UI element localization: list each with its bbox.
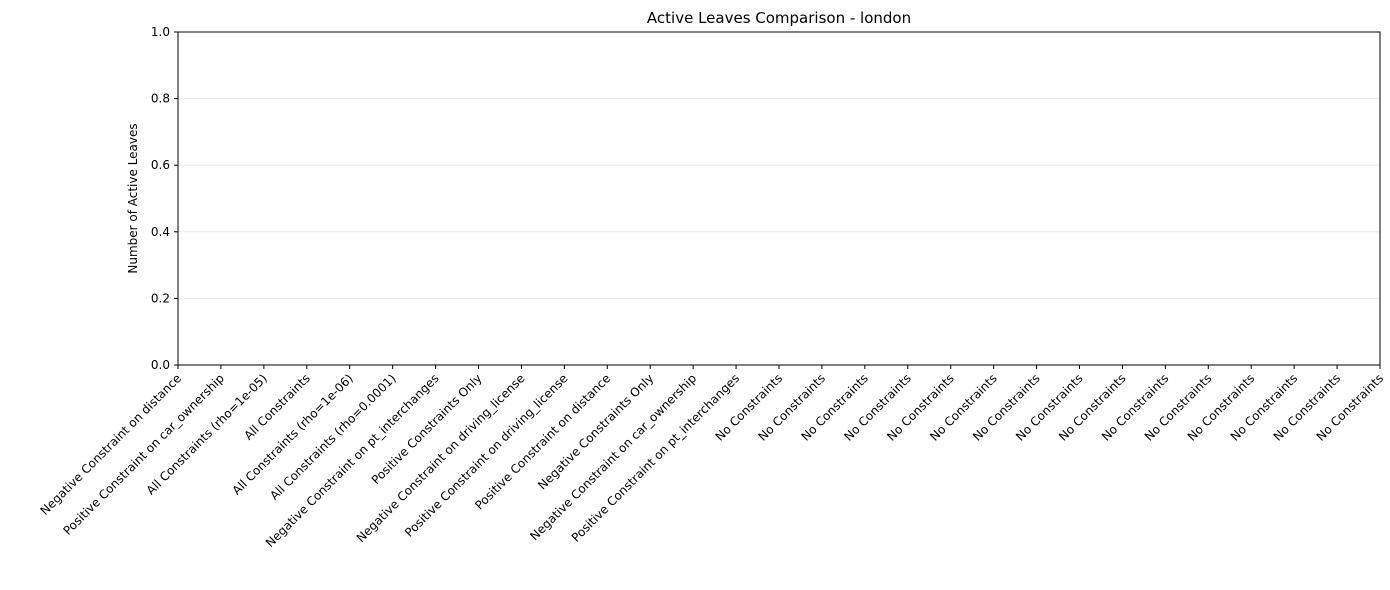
y-tick-label: 0.0: [151, 358, 170, 372]
y-tick-label: 0.6: [151, 158, 170, 172]
y-axis-ticks: 0.0 0.2 0.4 0.6 0.8 1.0: [151, 25, 178, 372]
y-axis-label: Number of Active Leaves: [126, 123, 140, 273]
y-tick-label: 1.0: [151, 25, 170, 39]
y-tick-label: 0.4: [151, 225, 170, 239]
y-tick-label: 0.2: [151, 291, 170, 305]
grid-lines: [178, 98, 1380, 299]
y-tick-label: 0.8: [151, 92, 170, 106]
chart-title: Active Leaves Comparison - london: [647, 9, 911, 27]
